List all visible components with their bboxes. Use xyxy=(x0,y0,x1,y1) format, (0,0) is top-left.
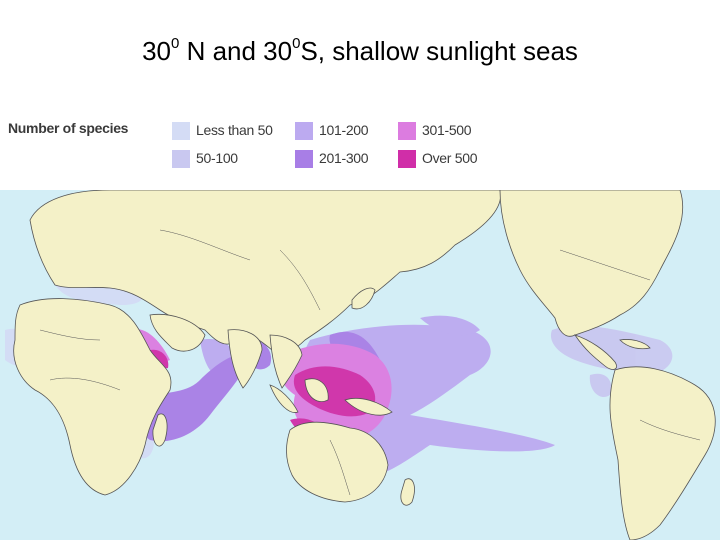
border-line xyxy=(329,439,351,496)
legend-swatch xyxy=(398,122,416,140)
border-line xyxy=(159,229,251,261)
land-japan xyxy=(351,287,376,310)
border-line xyxy=(559,249,651,281)
degree-superscript: 0 xyxy=(292,35,301,53)
land-south-america xyxy=(609,366,716,540)
legend-label: Over 500 xyxy=(422,150,478,166)
country-borders xyxy=(39,229,701,496)
slide-title: 300 N and 300S, shallow sunlight seas xyxy=(0,35,720,67)
world-map xyxy=(0,190,720,540)
legend-label: Less than 50 xyxy=(196,122,273,138)
border-line xyxy=(279,249,321,311)
degree-superscript: 0 xyxy=(171,35,180,53)
legend-label: 301-500 xyxy=(422,122,472,138)
border-line xyxy=(39,329,101,341)
species-legend: Number of species Less than 50 50-100 10… xyxy=(0,110,720,190)
species-zones xyxy=(5,278,673,476)
land-africa xyxy=(13,298,172,496)
land-southeast-asia xyxy=(269,334,303,389)
title-part: 30 xyxy=(142,36,171,66)
border-line xyxy=(49,377,121,391)
legend-label: 50-100 xyxy=(196,150,238,166)
land-new-zealand xyxy=(400,478,415,506)
legend-swatch xyxy=(295,122,313,140)
landmasses xyxy=(13,190,716,540)
legend-heading: Number of species xyxy=(8,120,129,136)
zone-50-100 xyxy=(589,373,612,398)
zone-101-200 xyxy=(420,315,480,336)
land-india xyxy=(227,329,263,389)
legend-swatch xyxy=(172,150,190,168)
border-line xyxy=(639,419,701,441)
land-australia xyxy=(286,421,389,503)
land-borneo xyxy=(304,378,329,402)
title-part: N and 30 xyxy=(179,36,293,66)
legend-label: 101-200 xyxy=(319,122,369,138)
legend-swatch xyxy=(398,150,416,168)
land-madagascar xyxy=(152,413,168,447)
zone-over-500 xyxy=(150,349,169,369)
title-part: S, shallow sunlight seas xyxy=(300,36,578,66)
legend-swatch xyxy=(295,150,313,168)
land-new-guinea xyxy=(344,397,393,416)
legend-swatch xyxy=(172,122,190,140)
land-cuba xyxy=(619,339,651,350)
land-central-america xyxy=(574,334,617,370)
land-sumatra xyxy=(269,384,299,413)
legend-label: 201-300 xyxy=(319,150,369,166)
land-arabia xyxy=(149,314,206,352)
